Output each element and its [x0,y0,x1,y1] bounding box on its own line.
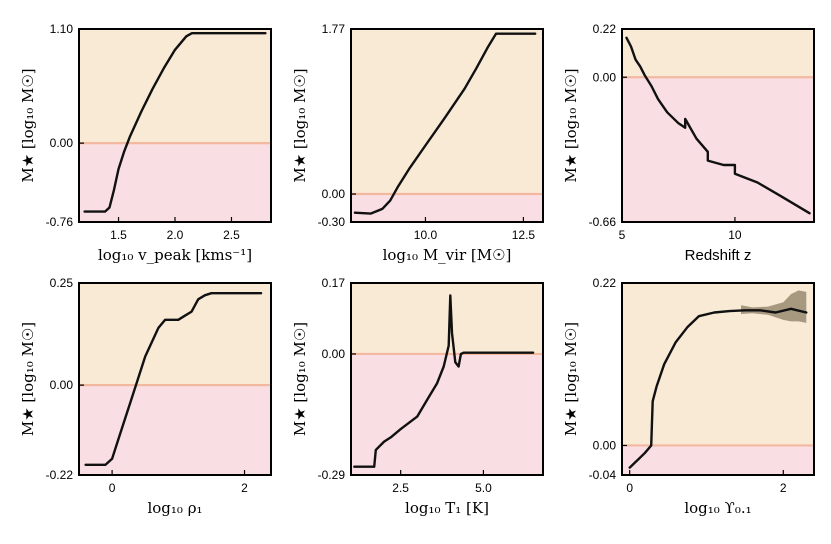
x-tick-label: 1.5 [110,228,127,242]
x-tick-label: 2 [241,481,248,495]
x-tick-label: 10.0 [414,228,438,242]
y-tick-label: -0.66 [589,215,617,229]
data-curve [353,294,535,468]
panel-vpeak: -0.76 0.00 1.10 1.5 2.0 2.5 log₁₀ v_peak [kms⁻… [19,22,272,264]
x-tick-label: 5 [619,228,626,242]
y-axis-label: M★ [log₁₀ M☉] [291,322,309,436]
y-tick-label: -0.76 [46,215,74,229]
y-tick-label: 1.77 [322,22,346,36]
data-curve [353,32,537,215]
y-tick-label: 0.00 [593,438,617,452]
uncertainty-band [741,290,807,323]
region-above-zero [79,29,271,144]
y-tick-label: 0.17 [322,276,346,290]
region-above-zero [351,29,543,195]
x-axis-label: log₁₀ v_peak [kms⁻¹] [98,246,252,264]
x-axis-label: Redshift z [685,247,752,264]
region-above-zero [79,283,271,386]
axes-frame [78,282,272,476]
x-axis-label: log₁₀ ρ₁ [147,499,202,517]
y-axis-label: M★ [log₁₀ M☉] [19,322,37,436]
x-tick-label: 2 [780,481,787,495]
region-below-zero [622,77,814,222]
y-axis-label: M★ [log₁₀ M☉] [562,68,580,182]
axes-frame [350,282,544,476]
y-tick-label: 0.22 [593,22,617,36]
y-tick-label: 0.00 [50,136,74,150]
panel-t1: -0.29 0.00 0.17 2.5 5.0 log₁₀ T₁ [K] M★ [log₁₀… [291,276,544,517]
y-tick-label: 0.00 [322,187,346,201]
region-below-zero [622,445,814,475]
y-tick-label: 0.00 [593,70,617,84]
region-above-zero [622,29,814,78]
y-tick-label: 0.00 [322,347,346,361]
panel-redshift: -0.66 0.00 0.22 5 10 Redshift z M★ [log₁₀ M☉] [562,22,815,264]
x-tick-label: 5.0 [475,481,492,495]
y-tick-label: -0.04 [589,468,617,482]
region-above-zero [351,283,543,354]
y-tick-label: 0.00 [50,378,74,392]
axes-frame [621,28,815,223]
y-tick-label: 0.25 [50,276,74,290]
y-tick-label: -0.29 [318,468,346,482]
panel-rho1: -0.22 0.00 0.25 0 2 log₁₀ ρ₁ M★ [log₁₀ M☉] [19,276,272,517]
x-tick-label: 2.5 [392,481,409,495]
data-curve [628,307,808,469]
x-axis-label: log₁₀ M_vir [M☉] [383,246,512,264]
region-below-zero [79,143,271,222]
region-below-zero [351,353,543,475]
x-axis-label: log₁₀ ϒ₀.₁ [684,499,751,517]
y-tick-label: -0.30 [318,215,346,229]
x-tick-label: 0 [626,481,633,495]
y-axis-label: M★ [log₁₀ M☉] [19,68,37,182]
x-tick-label: 2.0 [167,228,184,242]
axes-frame [621,282,815,476]
y-tick-label: 1.10 [50,22,74,36]
x-tick-label: 10 [728,228,742,242]
y-tick-label: 0.22 [593,276,617,290]
y-axis-label: M★ [log₁₀ M☉] [291,68,309,182]
x-tick-label: 12.5 [512,228,536,242]
x-tick-label: 2.5 [223,228,240,242]
axes-frame [350,28,544,223]
data-curve [83,32,267,213]
panel-upsilon: -0.04 0.00 0.22 0 2 log₁₀ ϒ₀.₁ M★ [log₁₀ M☉] [562,276,815,517]
y-axis-label: M★ [log₁₀ M☉] [562,322,580,436]
data-curve [84,292,263,466]
data-curve [625,36,811,215]
x-tick-label: 0 [109,481,116,495]
x-axis-label: log₁₀ T₁ [K] [405,499,489,517]
region-below-zero [351,194,543,222]
y-tick-label: -0.22 [46,468,74,482]
